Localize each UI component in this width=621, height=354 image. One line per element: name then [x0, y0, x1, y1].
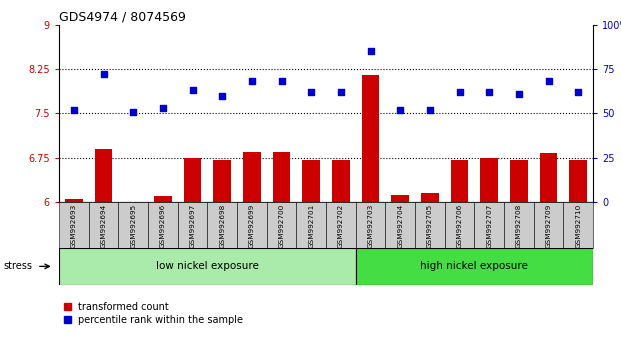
- Bar: [510, 160, 528, 202]
- Point: [128, 109, 138, 114]
- Text: GSM992709: GSM992709: [546, 204, 551, 249]
- Point: [188, 87, 197, 93]
- Text: GSM992693: GSM992693: [71, 204, 77, 249]
- Point: [306, 89, 316, 95]
- Bar: [474, 202, 504, 248]
- Text: GSM992694: GSM992694: [101, 204, 106, 249]
- Bar: [356, 248, 593, 285]
- Text: GSM992696: GSM992696: [160, 204, 166, 249]
- Bar: [296, 202, 326, 248]
- Bar: [421, 193, 439, 202]
- Bar: [563, 202, 593, 248]
- Bar: [361, 75, 379, 202]
- Bar: [178, 202, 207, 248]
- Text: GSM992701: GSM992701: [308, 204, 314, 249]
- Bar: [445, 202, 474, 248]
- Point: [276, 79, 286, 84]
- Text: stress: stress: [3, 261, 32, 272]
- Bar: [243, 152, 261, 202]
- Bar: [332, 160, 350, 202]
- Text: GSM992700: GSM992700: [279, 204, 284, 249]
- Bar: [65, 199, 83, 202]
- Point: [217, 93, 227, 98]
- Legend: transformed count, percentile rank within the sample: transformed count, percentile rank withi…: [64, 302, 243, 325]
- Text: GSM992699: GSM992699: [249, 204, 255, 249]
- Bar: [213, 160, 231, 202]
- Text: low nickel exposure: low nickel exposure: [156, 261, 259, 272]
- Bar: [94, 149, 112, 202]
- Text: GSM992695: GSM992695: [130, 204, 136, 249]
- Bar: [148, 202, 178, 248]
- Bar: [504, 202, 533, 248]
- Point: [514, 91, 524, 97]
- Bar: [237, 202, 266, 248]
- Text: GDS4974 / 8074569: GDS4974 / 8074569: [59, 11, 186, 24]
- Bar: [451, 160, 468, 202]
- Text: GSM992704: GSM992704: [397, 204, 403, 249]
- Point: [455, 89, 465, 95]
- Bar: [533, 202, 563, 248]
- Bar: [59, 248, 356, 285]
- Bar: [154, 196, 172, 202]
- Bar: [207, 202, 237, 248]
- Text: GSM992707: GSM992707: [486, 204, 492, 249]
- Bar: [540, 153, 558, 202]
- Bar: [266, 202, 296, 248]
- Bar: [119, 202, 148, 248]
- Point: [425, 107, 435, 113]
- Bar: [89, 202, 119, 248]
- Bar: [273, 152, 291, 202]
- Bar: [302, 160, 320, 202]
- Point: [99, 72, 109, 77]
- Point: [158, 105, 168, 111]
- Text: GSM992703: GSM992703: [368, 204, 373, 249]
- Point: [573, 89, 583, 95]
- Bar: [391, 195, 409, 202]
- Bar: [356, 202, 386, 248]
- Bar: [184, 158, 201, 202]
- Point: [336, 89, 346, 95]
- Bar: [386, 202, 415, 248]
- Bar: [326, 202, 356, 248]
- Bar: [480, 158, 498, 202]
- Text: GSM992697: GSM992697: [189, 204, 196, 249]
- Text: high nickel exposure: high nickel exposure: [420, 261, 528, 272]
- Point: [366, 48, 376, 54]
- Bar: [569, 160, 587, 202]
- Text: GSM992705: GSM992705: [427, 204, 433, 249]
- Text: GSM992706: GSM992706: [456, 204, 463, 249]
- Point: [247, 79, 257, 84]
- Point: [69, 107, 79, 113]
- Bar: [59, 202, 89, 248]
- Text: GSM992710: GSM992710: [575, 204, 581, 249]
- Bar: [415, 202, 445, 248]
- Text: GSM992698: GSM992698: [219, 204, 225, 249]
- Point: [543, 79, 553, 84]
- Point: [484, 89, 494, 95]
- Text: GSM992708: GSM992708: [516, 204, 522, 249]
- Text: GSM992702: GSM992702: [338, 204, 344, 249]
- Point: [395, 107, 405, 113]
